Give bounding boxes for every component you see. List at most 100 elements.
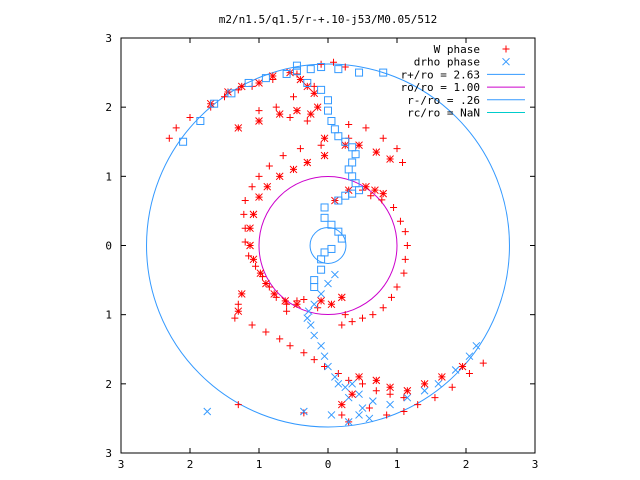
data-point bbox=[324, 279, 332, 288]
data-point bbox=[379, 304, 387, 312]
data-point bbox=[414, 401, 422, 409]
data-point bbox=[367, 192, 375, 200]
data-point bbox=[403, 386, 412, 395]
data-point bbox=[387, 293, 395, 301]
data-point bbox=[320, 134, 329, 143]
data-point bbox=[386, 383, 394, 392]
x-tick-label: 2 bbox=[463, 458, 470, 471]
data-point bbox=[196, 117, 205, 125]
data-point bbox=[255, 193, 263, 201]
y-tick-label: 2 bbox=[105, 378, 112, 391]
data-point bbox=[359, 314, 366, 322]
data-point bbox=[337, 234, 346, 243]
data-point bbox=[310, 331, 319, 340]
data-point bbox=[458, 362, 467, 371]
data-point bbox=[246, 224, 254, 233]
data-point bbox=[317, 85, 326, 94]
data-point bbox=[244, 78, 253, 87]
data-point bbox=[231, 314, 239, 322]
data-point bbox=[320, 248, 329, 257]
data-point bbox=[341, 63, 349, 71]
data-point bbox=[283, 307, 291, 315]
data-point bbox=[234, 307, 243, 316]
data-point bbox=[369, 311, 377, 319]
data-point bbox=[237, 290, 246, 298]
data-point bbox=[290, 93, 297, 101]
data-point bbox=[249, 255, 258, 264]
data-point bbox=[292, 61, 301, 70]
data-point bbox=[246, 241, 254, 250]
data-point bbox=[255, 79, 263, 87]
data-point bbox=[263, 182, 272, 191]
data-point bbox=[234, 124, 243, 132]
data-point bbox=[310, 276, 319, 285]
data-point bbox=[310, 300, 319, 309]
data-point bbox=[372, 387, 380, 395]
data-point bbox=[362, 124, 370, 132]
data-point bbox=[372, 148, 381, 156]
legend-label: W phase bbox=[434, 43, 480, 56]
data-point bbox=[337, 293, 346, 302]
data-point bbox=[237, 82, 246, 91]
data-point bbox=[317, 141, 325, 149]
legend-label: r-/ro = .26 bbox=[407, 94, 480, 107]
data-point bbox=[379, 68, 388, 77]
series-3 bbox=[179, 61, 388, 291]
data-point bbox=[234, 401, 242, 409]
data-point bbox=[355, 390, 363, 399]
data-point bbox=[255, 107, 263, 115]
data-point bbox=[348, 158, 357, 167]
data-point bbox=[268, 72, 277, 80]
data-point bbox=[330, 58, 338, 66]
data-point bbox=[172, 124, 180, 132]
data-point bbox=[365, 414, 374, 423]
x-tick-label: 3 bbox=[118, 458, 125, 471]
data-point bbox=[400, 394, 408, 402]
data-points bbox=[165, 58, 487, 426]
data-point bbox=[221, 93, 228, 101]
data-point bbox=[281, 296, 290, 305]
data-point bbox=[321, 363, 329, 371]
data-point bbox=[276, 335, 284, 343]
data-point bbox=[296, 75, 305, 84]
data-point bbox=[390, 203, 398, 211]
data-point bbox=[341, 191, 350, 200]
data-point bbox=[234, 300, 242, 308]
x-tick-label: 0 bbox=[325, 458, 332, 471]
data-point bbox=[275, 172, 284, 181]
data-point bbox=[355, 68, 364, 77]
data-point bbox=[465, 352, 474, 361]
y-tick-label: 1 bbox=[105, 170, 112, 183]
data-point bbox=[434, 379, 443, 388]
data-point bbox=[379, 134, 387, 142]
data-point bbox=[403, 393, 412, 402]
data-point bbox=[368, 397, 377, 405]
y-tick-label: 1 bbox=[105, 309, 112, 322]
data-point bbox=[334, 132, 343, 141]
data-point bbox=[330, 125, 339, 134]
data-point bbox=[293, 300, 301, 309]
data-point bbox=[348, 390, 357, 399]
data-point bbox=[351, 150, 360, 159]
y-tick-label: 0 bbox=[105, 240, 112, 253]
data-point bbox=[262, 279, 270, 288]
data-point bbox=[344, 418, 353, 426]
data-point bbox=[227, 89, 236, 98]
data-point bbox=[320, 203, 329, 212]
data-point bbox=[327, 117, 336, 125]
data-point bbox=[275, 110, 284, 118]
reference-circles bbox=[146, 63, 510, 428]
data-point bbox=[365, 404, 373, 412]
data-point bbox=[338, 411, 346, 419]
legend-label: ro/ro = 1.00 bbox=[401, 81, 480, 94]
data-point bbox=[240, 210, 248, 218]
data-point bbox=[472, 341, 481, 350]
data-point bbox=[303, 117, 311, 125]
data-point bbox=[348, 379, 357, 388]
data-point bbox=[300, 349, 308, 357]
legend-label: r+/ro = 2.63 bbox=[401, 68, 480, 81]
data-point bbox=[265, 162, 273, 170]
reference-circle-1 bbox=[258, 176, 398, 315]
data-point bbox=[313, 103, 322, 112]
data-point bbox=[431, 394, 439, 402]
